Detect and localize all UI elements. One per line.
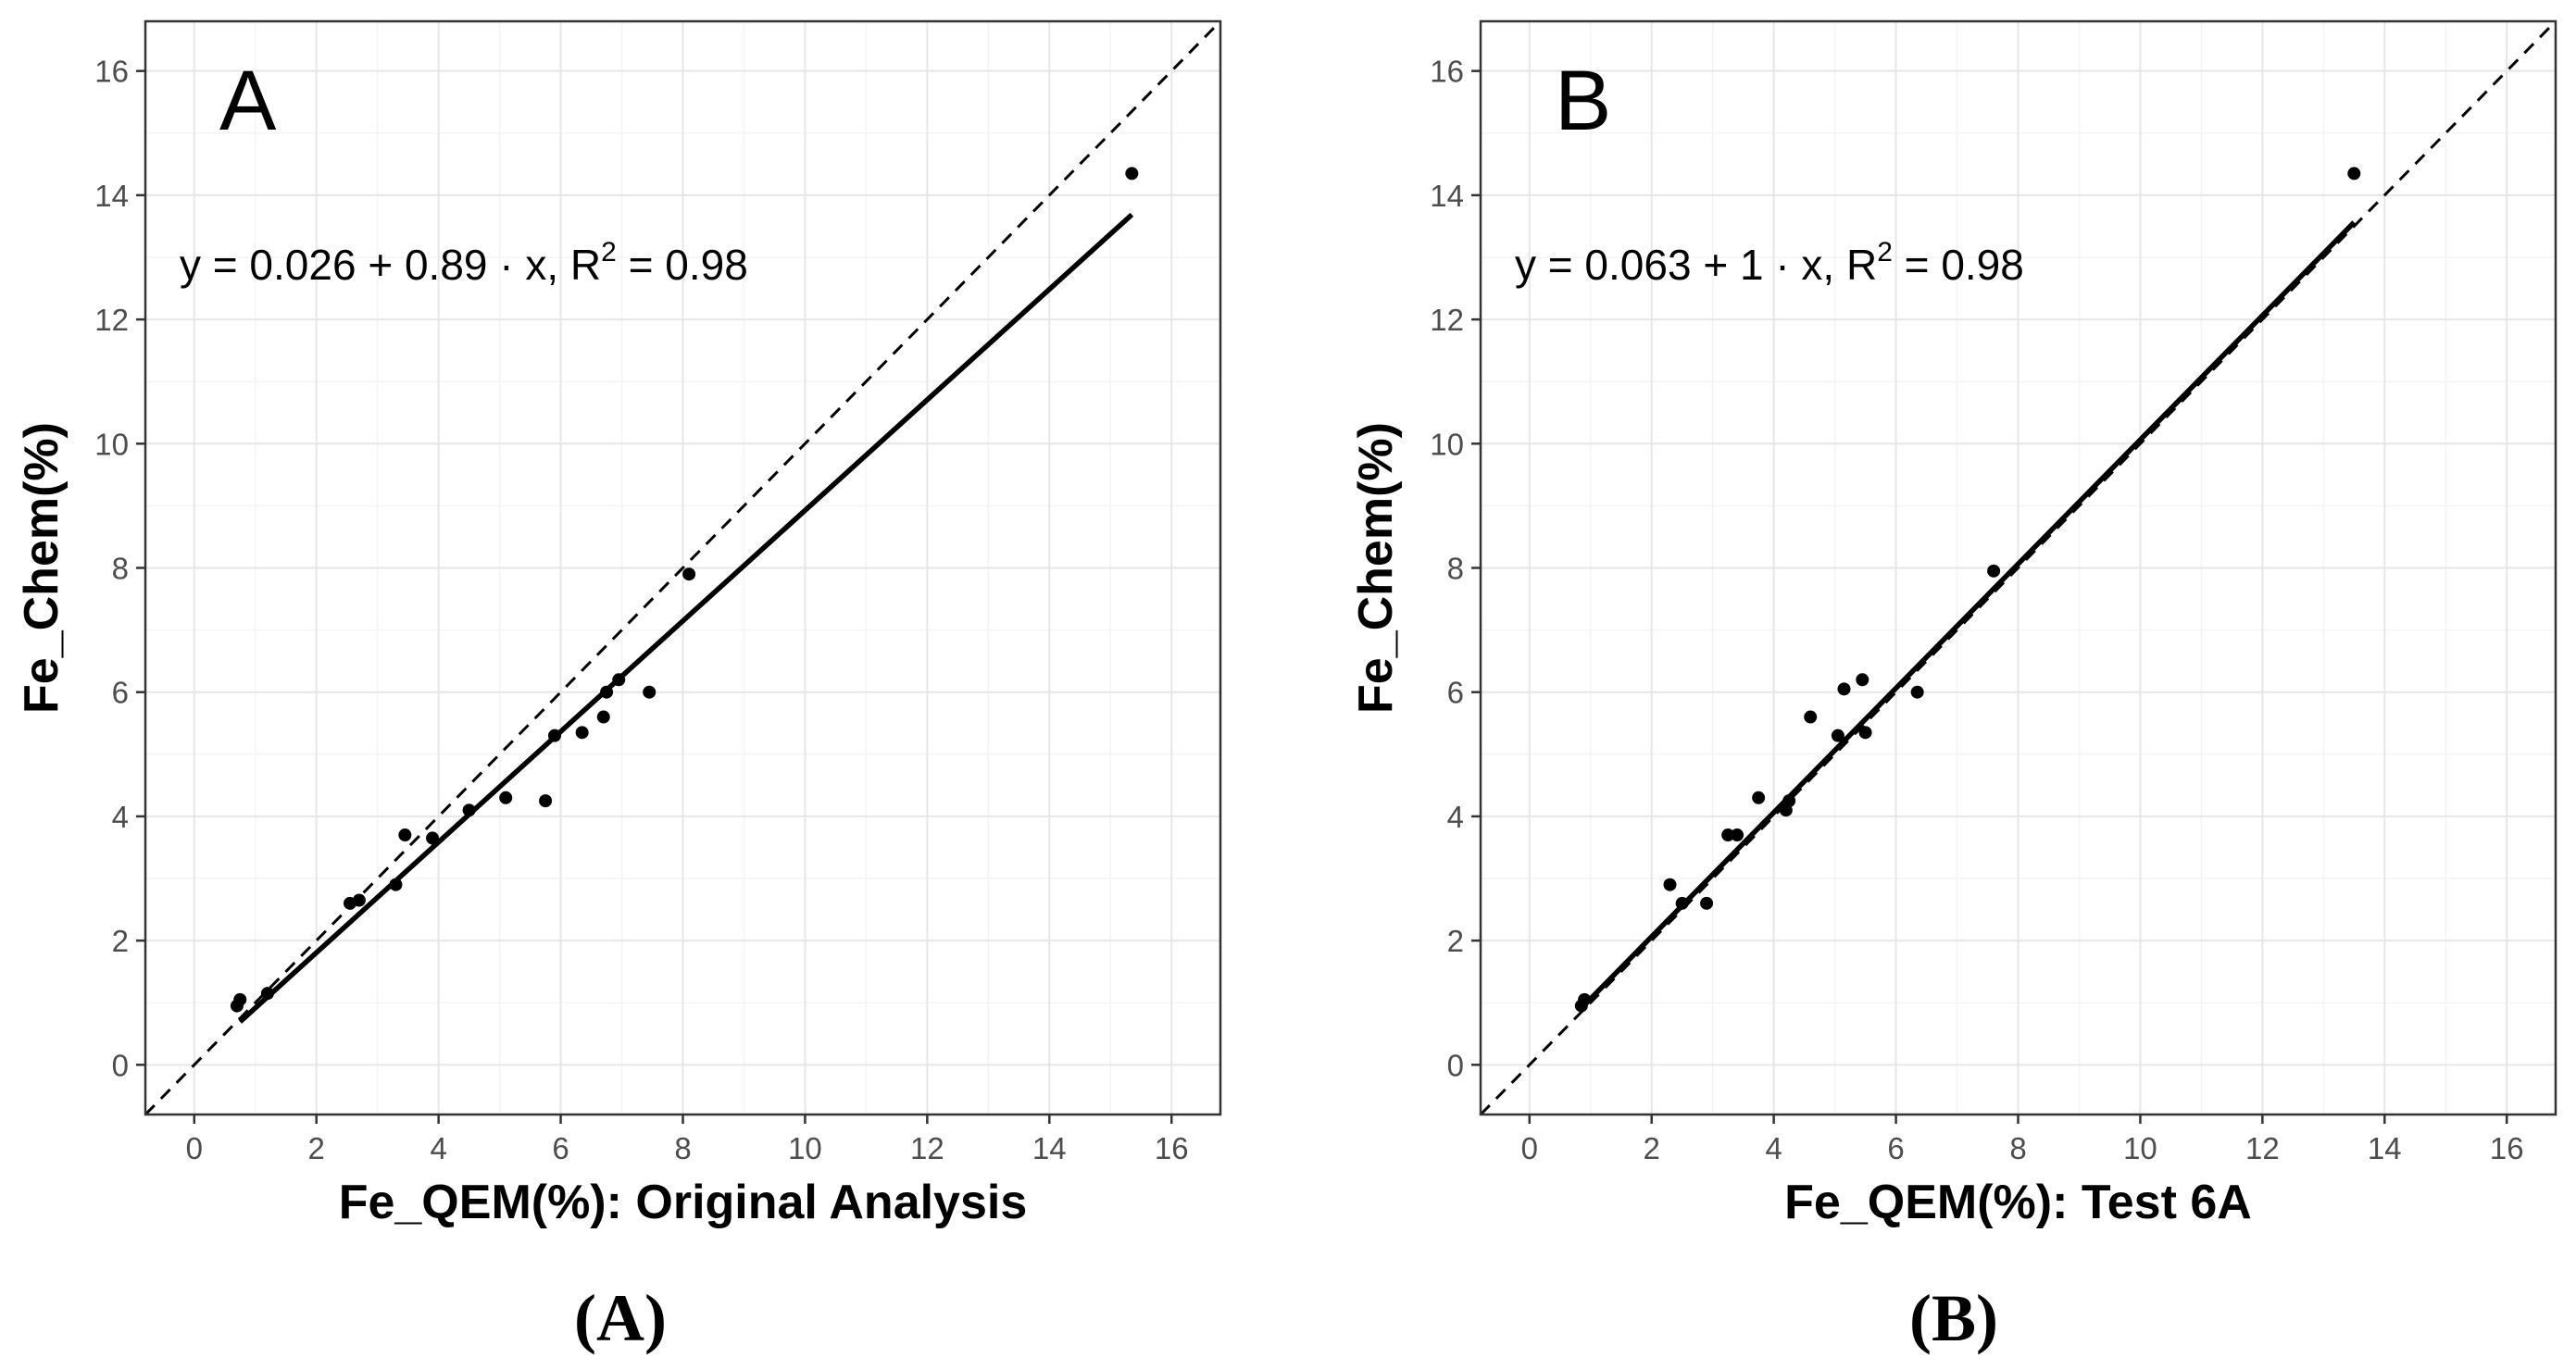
data-point [1782,794,1796,808]
data-point [1831,729,1844,742]
chart-panel-b: 0 0 2 2 4 4 6 6 8 8 10 10 12 12 14 14 16 16 Fe_QEM(%): Tes… [1349,19,2557,1355]
panel-letter-b: B [1555,54,1611,148]
data-point [1675,896,1689,910]
x-tick-label: 12 [910,1131,944,1165]
x-tick-label: 2 [308,1131,325,1165]
data-point [1752,791,1766,804]
y-tick-label: 12 [94,303,129,337]
data-point [1125,167,1139,181]
caption-a: (A) [574,1281,667,1355]
data-point [547,729,561,742]
x-tick-label: 10 [2123,1131,2157,1165]
data-point [1663,878,1677,891]
data-point [499,791,513,804]
data-point [1578,992,1592,1006]
panel-letter-a: A [219,54,277,148]
x-tick-label: 6 [1887,1131,1904,1165]
data-point [1700,896,1714,910]
x-tick-label: 16 [2490,1131,2524,1165]
y-tick-label: 2 [1447,924,1464,958]
y-tick-label: 8 [112,552,129,586]
y-tick-label: 0 [112,1048,129,1082]
data-point [233,992,247,1006]
y-tick-label: 10 [94,427,129,461]
equation-rhs: = 0.98 [1893,241,2024,289]
reference-line [145,21,1220,1115]
data-point [1837,682,1851,696]
equation-b: y = 0.063 + 1 · x, R2 = 0.98 [1515,237,2024,289]
x-tick-label: 8 [2009,1131,2026,1165]
data-point [389,878,403,891]
data-point [643,685,657,699]
data-point [1804,710,1818,724]
y-tick-label: 6 [1447,676,1464,710]
fit-line [238,212,1134,1024]
y-tick-label: 0 [1447,1048,1464,1082]
data-point [352,893,366,907]
data-point [398,828,412,842]
equation-lhs: y = 0.063 + 1 · x, R [1515,241,1877,289]
data-point [462,803,476,817]
y-tick-label: 14 [94,179,129,213]
x-tick-label: 14 [1032,1131,1067,1165]
data-point [575,726,589,740]
x-tick-label: 12 [2245,1131,2280,1165]
equation-superscript: 2 [601,237,617,268]
y-tick-label: 16 [94,55,129,89]
y-tick-label: 8 [1447,552,1464,586]
x-axis-label: Fe_QEM(%): Original Analysis [339,1176,1028,1229]
data-point [1721,828,1735,842]
x-tick-label: 4 [1765,1131,1782,1165]
data-point [1910,685,1924,699]
reference-line [1481,21,2556,1115]
x-tick-label: 14 [2368,1131,2402,1165]
y-tick-label: 12 [1430,303,1464,337]
x-tick-label: 8 [674,1131,691,1165]
equation-lhs: y = 0.026 + 0.89 · x, R [180,241,601,289]
equation-superscript: 2 [1877,237,1893,268]
data-point [1987,564,2001,578]
data-point [260,987,274,1001]
x-tick-label: 16 [1155,1131,1189,1165]
x-tick-label: 6 [552,1131,569,1165]
y-axis-label: Fe_Chem(%) [15,422,69,714]
x-axis-label: Fe_QEM(%): Test 6A [1784,1176,2252,1229]
y-tick-label: 4 [112,800,129,834]
fit-line [1579,220,2357,1010]
y-axis-label: Fe_Chem(%) [1349,422,1403,714]
equation-a: y = 0.026 + 0.89 · x, R2 = 0.98 [180,237,748,289]
data-point [600,685,614,699]
caption-b: (B) [1909,1281,1998,1355]
x-tick-label: 4 [430,1131,446,1165]
y-tick-label: 16 [1430,55,1464,89]
chart-panel-a: 0 0 2 2 4 4 6 6 8 8 10 10 12 12 14 14 16 16 Fe_QEM(%): Ori… [15,19,1222,1355]
data-point [682,567,696,581]
equation-rhs: = 0.98 [617,241,748,289]
data-point [1858,726,1872,740]
data-point [426,831,440,845]
y-tick-label: 4 [1447,800,1464,834]
x-tick-label: 0 [186,1131,203,1165]
y-tick-label: 6 [112,676,129,710]
x-tick-label: 2 [1644,1131,1660,1165]
y-tick-label: 14 [1430,179,1464,213]
data-point [596,710,610,724]
data-point [539,794,553,808]
x-tick-label: 0 [1521,1131,1538,1165]
data-point [1856,673,1869,687]
data-point [2347,167,2361,181]
y-tick-label: 10 [1430,427,1464,461]
data-point [612,673,626,687]
data-point [1731,828,1744,842]
x-tick-label: 10 [788,1131,822,1165]
y-tick-label: 2 [112,924,129,958]
